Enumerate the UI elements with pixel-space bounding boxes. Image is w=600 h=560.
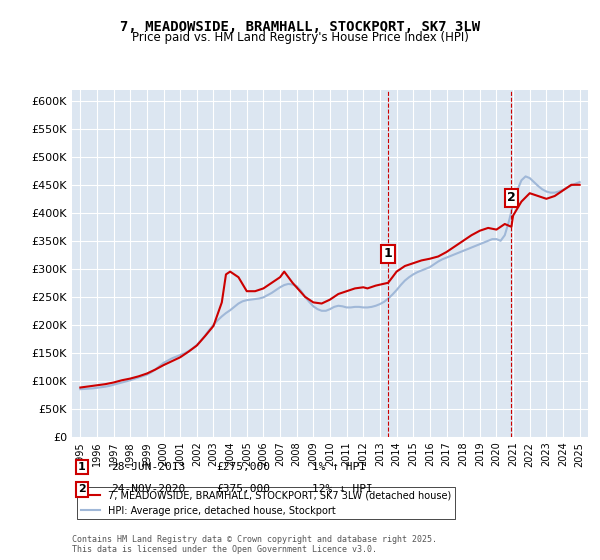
Text: 1% ↑ HPI: 1% ↑ HPI [312, 462, 366, 472]
Text: £375,000: £375,000 [216, 484, 270, 494]
Legend: 7, MEADOWSIDE, BRAMHALL, STOCKPORT, SK7 3LW (detached house), HPI: Average price: 7, MEADOWSIDE, BRAMHALL, STOCKPORT, SK7 … [77, 487, 455, 520]
Text: 1: 1 [384, 248, 392, 260]
Text: 2: 2 [507, 192, 516, 204]
Text: 28-JUN-2013: 28-JUN-2013 [111, 462, 185, 472]
Text: Contains HM Land Registry data © Crown copyright and database right 2025.
This d: Contains HM Land Registry data © Crown c… [72, 535, 437, 554]
Text: Price paid vs. HM Land Registry's House Price Index (HPI): Price paid vs. HM Land Registry's House … [131, 31, 469, 44]
Text: 12% ↓ HPI: 12% ↓ HPI [312, 484, 373, 494]
Text: 1: 1 [78, 462, 86, 472]
Text: 7, MEADOWSIDE, BRAMHALL, STOCKPORT, SK7 3LW: 7, MEADOWSIDE, BRAMHALL, STOCKPORT, SK7 … [120, 20, 480, 34]
Text: £275,000: £275,000 [216, 462, 270, 472]
Text: 2: 2 [78, 484, 86, 494]
Text: 24-NOV-2020: 24-NOV-2020 [111, 484, 185, 494]
